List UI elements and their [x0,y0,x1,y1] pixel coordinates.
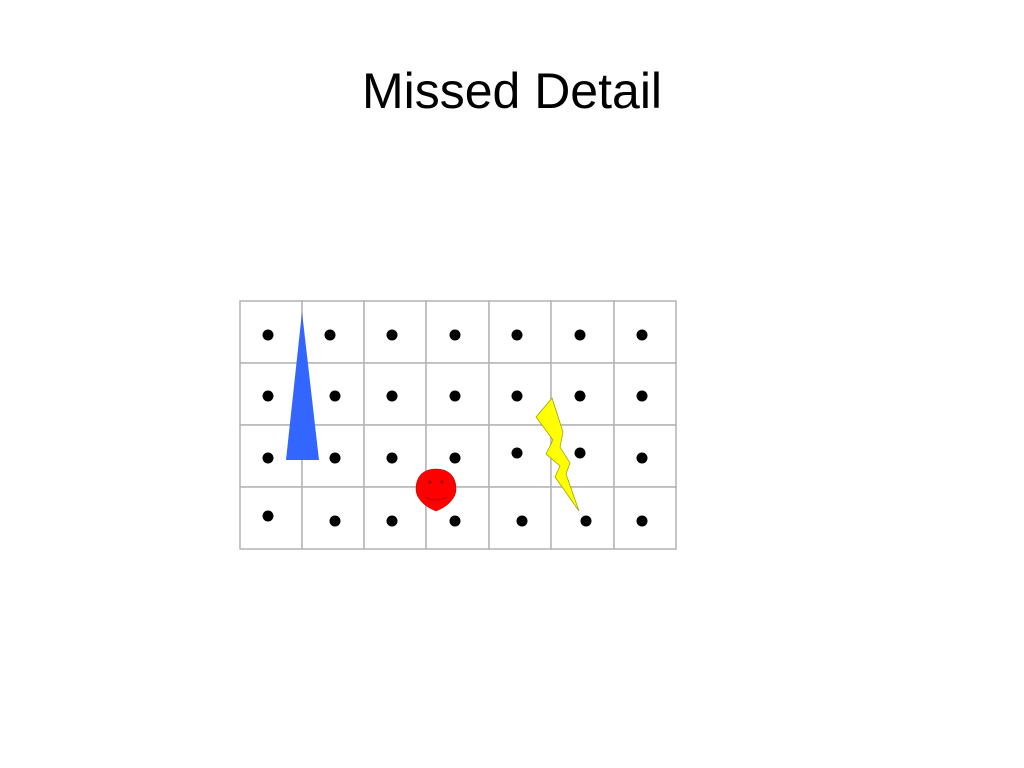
grid-dot [580,515,592,527]
grid-dot [262,329,274,341]
grid-dot [511,447,523,459]
grid-dot [636,452,648,464]
grid-dot [636,390,648,402]
red-smiley-face [415,468,457,512]
grid-dot [574,390,586,402]
grid-dot [329,390,341,402]
grid-dot [262,452,274,464]
grid-dot [449,452,461,464]
grid-dot [262,390,274,402]
grid-cells [239,300,677,550]
grid-dot [516,515,528,527]
grid-dot [329,515,341,527]
grid-dot [386,452,398,464]
grid-dot [449,329,461,341]
right-eye-icon [440,480,444,484]
slide-title: Missed Detail [361,63,663,119]
grid-dot [449,390,461,402]
smile-icon [424,496,448,501]
left-eye-icon [428,480,432,484]
grid-dots [262,329,648,527]
grid-dot [449,515,461,527]
blue-triangle [286,312,319,460]
grid-dot [636,515,648,527]
grid-dot [262,510,274,522]
grid-dot [386,390,398,402]
grid-dot [324,329,336,341]
grid-dot [574,329,586,341]
grid-cell [301,486,365,550]
grid-dot [511,329,523,341]
grid-dot [329,452,341,464]
grid-dot [636,329,648,341]
grid-dot [386,515,398,527]
grid-dot [511,390,523,402]
grid-dot [386,329,398,341]
yellow-lightning-bolt [535,397,580,512]
grid-dot [574,447,586,459]
